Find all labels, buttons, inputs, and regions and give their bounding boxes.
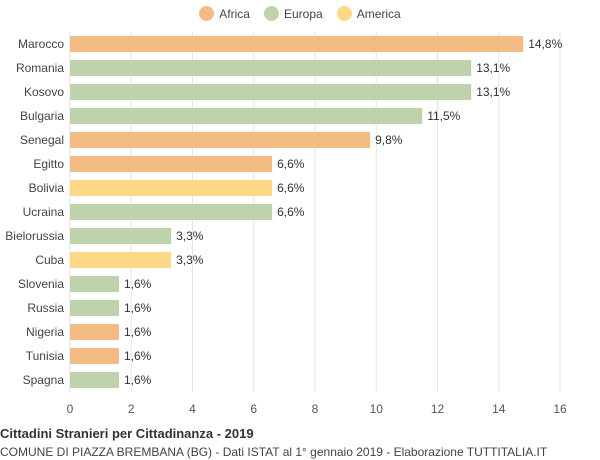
- bar-cuba: [70, 252, 172, 268]
- category-label: Russia: [27, 301, 64, 315]
- bar-russia: [70, 300, 119, 316]
- value-label: 1,6%: [124, 349, 152, 363]
- category-label: Ucraina: [23, 205, 65, 219]
- x-tick-label: 14: [492, 402, 506, 416]
- bar-chart: 0 2 4 6 8 10 12 14 16 Marocco 14,8% Romania 13,1% Kos…: [5, 32, 567, 416]
- x-tick-label: 10: [370, 402, 384, 416]
- bar-slovenia: [70, 276, 119, 292]
- legend-swatch: [199, 6, 215, 21]
- category-label: Marocco: [18, 37, 64, 51]
- category-label: Bulgaria: [20, 109, 64, 123]
- x-tick-label: 4: [189, 402, 196, 416]
- value-label: 9,8%: [375, 133, 403, 147]
- bar-senegal: [70, 132, 371, 148]
- value-label: 1,6%: [124, 301, 152, 315]
- legend-item-europa: Europa: [263, 6, 323, 21]
- value-label: 1,6%: [124, 277, 152, 291]
- bar-bolivia: [70, 180, 273, 196]
- bar-egitto: [70, 156, 273, 172]
- category-label: Nigeria: [26, 325, 64, 339]
- chart-legend: Africa Europa America: [0, 6, 600, 21]
- bar-bielorussia: [70, 228, 172, 244]
- value-label: 1,6%: [124, 373, 152, 387]
- value-label: 3,3%: [176, 229, 204, 243]
- bar-kosovo: [70, 84, 472, 100]
- legend-label: America: [356, 6, 401, 21]
- value-label: 1,6%: [124, 325, 152, 339]
- value-label: 13,1%: [476, 61, 510, 75]
- x-tick-label: 0: [67, 402, 74, 416]
- x-tick-label: 8: [312, 402, 319, 416]
- value-label: 6,6%: [277, 181, 305, 195]
- bar-nigeria: [70, 324, 119, 340]
- bar-marocco: [70, 36, 524, 52]
- legend-label: Africa: [219, 6, 250, 21]
- value-label: 3,3%: [176, 253, 204, 267]
- value-label: 6,6%: [277, 157, 305, 171]
- bar-tunisia: [70, 348, 119, 364]
- bar-romania: [70, 60, 472, 76]
- category-label: Bielorussia: [5, 229, 64, 243]
- legend-item-america: America: [336, 6, 401, 21]
- x-tick-label: 12: [431, 402, 445, 416]
- x-tick-label: 16: [553, 402, 567, 416]
- bar-ucraina: [70, 204, 273, 220]
- category-label: Slovenia: [18, 277, 64, 291]
- legend-swatch: [263, 6, 279, 21]
- category-label: Spagna: [23, 373, 65, 387]
- value-label: 11,5%: [427, 109, 460, 123]
- category-label: Cuba: [35, 253, 64, 267]
- legend-swatch: [336, 6, 352, 21]
- value-label: 14,8%: [528, 37, 562, 51]
- legend-item-africa: Africa: [199, 6, 250, 21]
- category-label: Bolivia: [29, 181, 65, 195]
- bar-bulgaria: [70, 108, 423, 124]
- value-label: 6,6%: [277, 205, 305, 219]
- chart-title: Cittadini Stranieri per Cittadinanza - 2…: [0, 426, 254, 441]
- category-label: Romania: [16, 61, 64, 75]
- category-label: Tunisia: [26, 349, 65, 363]
- chart-subtitle: COMUNE DI PIAZZA BREMBANA (BG) - Dati IS…: [0, 445, 548, 459]
- category-label: Senegal: [20, 133, 64, 147]
- value-label: 13,1%: [476, 85, 510, 99]
- category-label: Kosovo: [24, 85, 64, 99]
- x-tick-label: 6: [250, 402, 257, 416]
- category-label: Egitto: [33, 157, 64, 171]
- bar-spagna: [70, 372, 119, 388]
- legend-label: Europa: [283, 6, 323, 21]
- x-tick-label: 2: [128, 402, 135, 416]
